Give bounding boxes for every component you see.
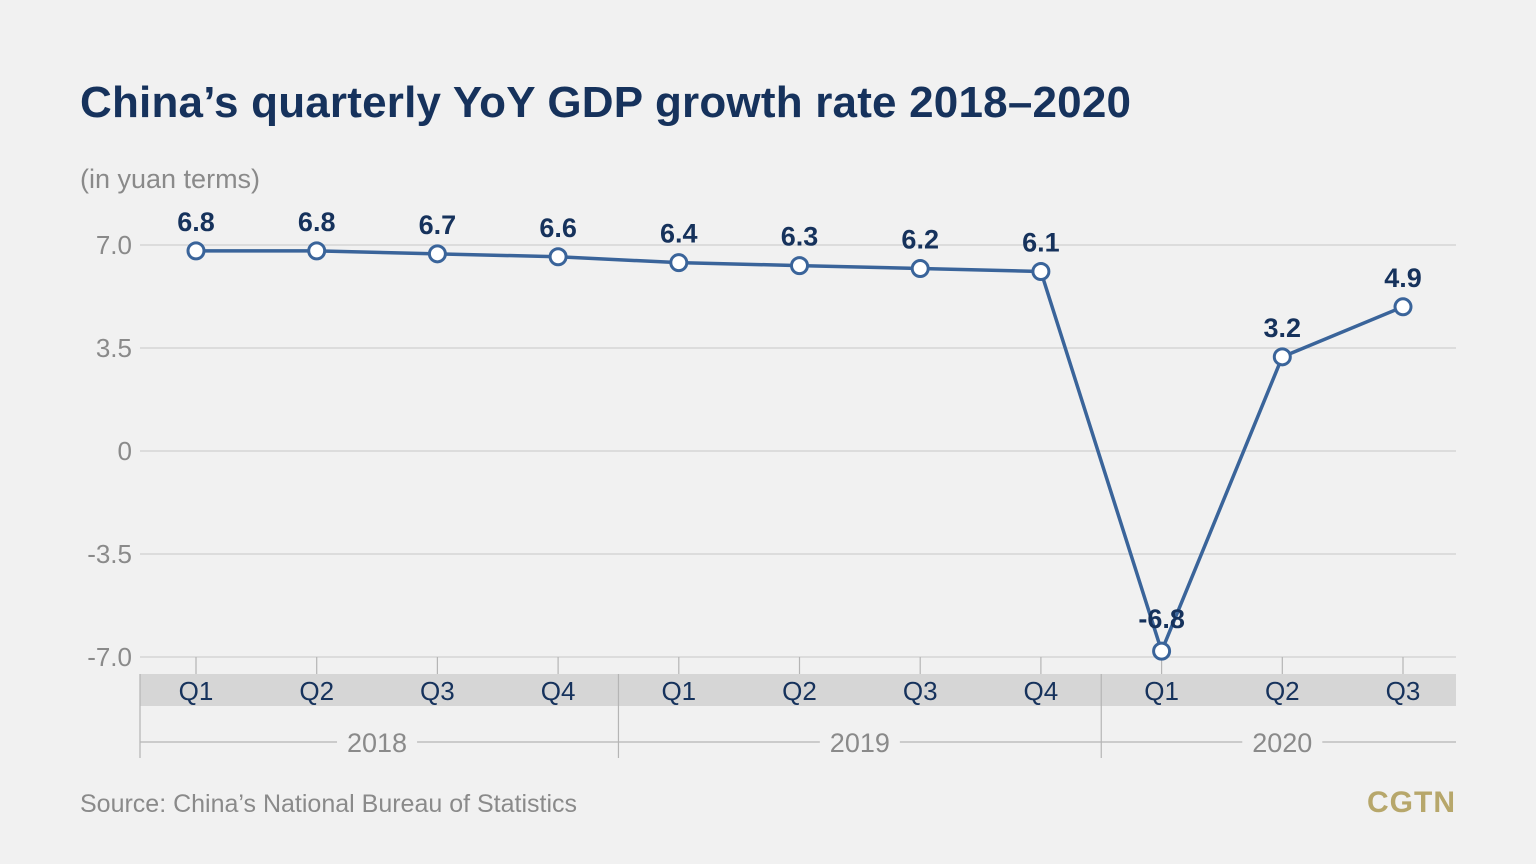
chart-subtitle: (in yuan terms) bbox=[80, 164, 261, 194]
y-tick-label: -7.0 bbox=[87, 642, 132, 672]
data-label: 6.4 bbox=[660, 219, 698, 249]
x-tick-label: Q2 bbox=[782, 676, 817, 706]
year-label: 2020 bbox=[1252, 728, 1312, 758]
data-point bbox=[548, 247, 568, 267]
chart-title: China’s quarterly YoY GDP growth rate 20… bbox=[80, 78, 1132, 127]
data-label: 3.2 bbox=[1264, 313, 1302, 343]
data-point bbox=[427, 244, 447, 264]
x-tick-label: Q3 bbox=[1386, 676, 1421, 706]
x-tick-label: Q3 bbox=[903, 676, 938, 706]
data-point bbox=[307, 241, 327, 261]
x-tick-label: Q1 bbox=[661, 676, 696, 706]
x-tick-label: Q2 bbox=[1265, 676, 1300, 706]
x-tick-label: Q1 bbox=[1144, 676, 1179, 706]
quarter-band bbox=[140, 674, 1456, 706]
x-tick-label: Q3 bbox=[420, 676, 455, 706]
source-note: Source: China’s National Bureau of Stati… bbox=[80, 790, 578, 818]
data-point bbox=[1393, 297, 1413, 317]
data-label: 6.3 bbox=[781, 222, 819, 252]
data-point bbox=[186, 241, 206, 261]
x-tick-label: Q4 bbox=[1024, 676, 1059, 706]
data-label: 6.6 bbox=[539, 213, 577, 243]
data-point bbox=[790, 256, 809, 276]
data-point bbox=[1031, 261, 1051, 281]
data-label: 6.8 bbox=[298, 207, 336, 237]
x-tick-label: Q1 bbox=[179, 676, 214, 706]
y-tick-label: -3.5 bbox=[87, 539, 132, 569]
y-tick-label: 0 bbox=[118, 436, 132, 466]
data-label: -6.8 bbox=[1138, 604, 1185, 634]
data-point bbox=[1272, 347, 1292, 367]
data-point bbox=[669, 253, 689, 273]
year-label: 2019 bbox=[830, 728, 890, 758]
y-tick-label: 7.0 bbox=[96, 230, 132, 260]
data-label: 6.1 bbox=[1022, 227, 1060, 257]
data-point bbox=[910, 259, 930, 279]
data-label: 6.2 bbox=[901, 225, 939, 255]
data-label: 4.9 bbox=[1384, 263, 1422, 293]
y-tick-label: 3.5 bbox=[96, 333, 132, 363]
data-label: 6.7 bbox=[419, 210, 457, 240]
data-label: 6.8 bbox=[177, 207, 215, 237]
brand-logo: CGTN bbox=[1367, 786, 1456, 819]
data-point bbox=[1152, 641, 1172, 661]
x-tick-label: Q4 bbox=[541, 676, 576, 706]
year-label: 2018 bbox=[347, 728, 407, 758]
x-tick-label: Q2 bbox=[299, 676, 334, 706]
